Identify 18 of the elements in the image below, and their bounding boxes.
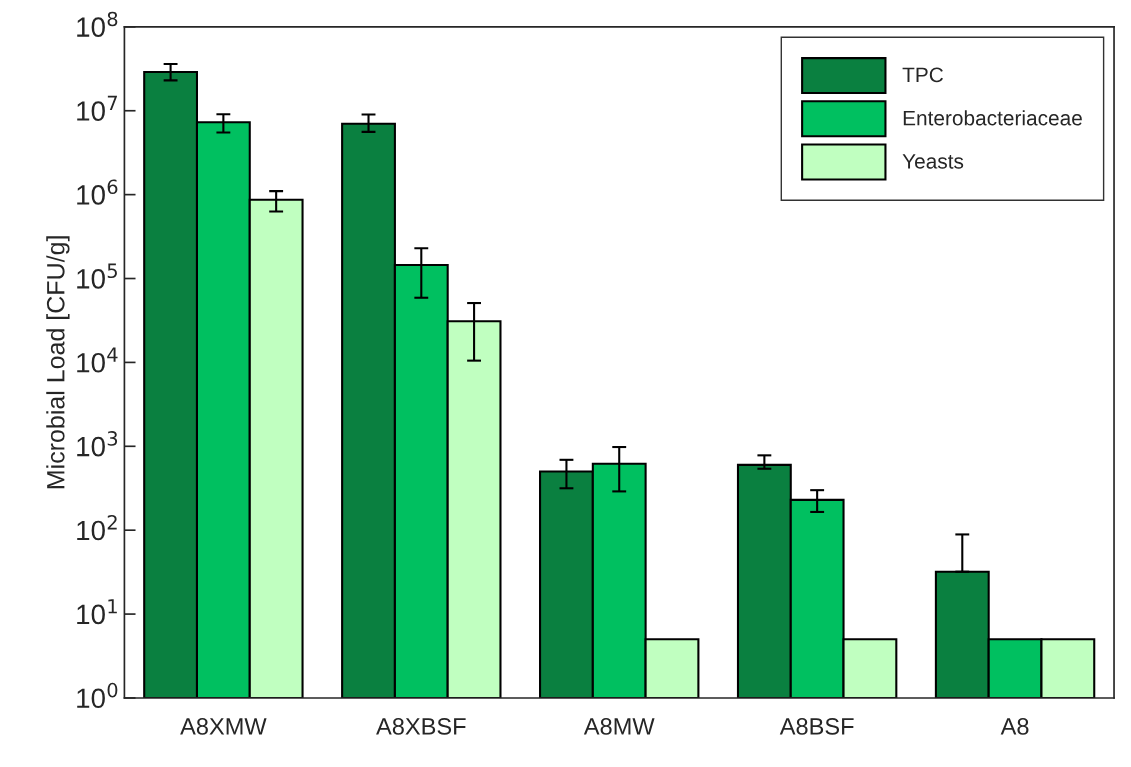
y-tick-label: 10$^{3}$	[77, 431, 118, 457]
y-tick-label: 10$^{7}$	[77, 95, 117, 121]
y-axis-title: Microbial Load [CFU/g]	[46, 236, 70, 489]
x-tick-label: A8	[1000, 718, 1029, 735]
y-tick-label: 10$^{0}$	[77, 682, 118, 709]
y-tick-label: 10$^{5}$	[77, 263, 117, 289]
x-tick-label: A8XMW	[180, 718, 267, 735]
x-tick-label: A8XBSF	[376, 718, 466, 735]
y-tick-label: 10$^{8}$	[77, 11, 118, 37]
legend-label: TPC	[902, 67, 943, 83]
x-tick-label: A8MW	[583, 718, 655, 735]
y-tick-label: 10$^{4}$	[77, 347, 118, 373]
legend-label: Enterobacteriaceae	[903, 110, 1082, 126]
y-tick-label: 10$^{1}$	[77, 599, 117, 625]
legend-label: Yeasts	[902, 154, 964, 169]
y-tick-label: 10$^{6}$	[77, 179, 118, 205]
y-tick-label: 10$^{2}$	[77, 514, 117, 541]
x-tick-label: A8BSF	[779, 718, 854, 735]
